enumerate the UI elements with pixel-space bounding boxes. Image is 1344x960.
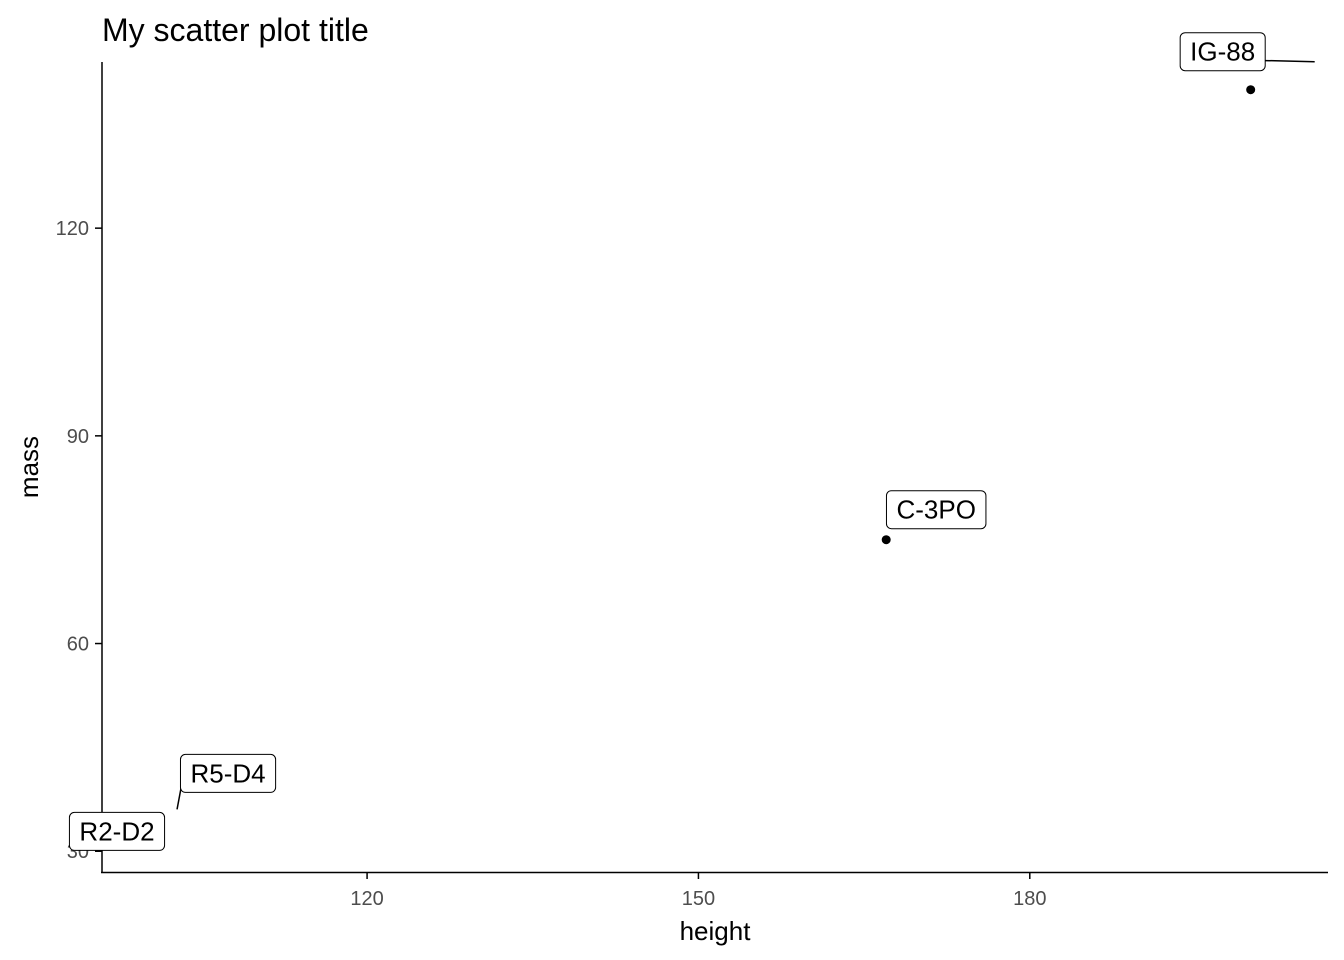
point-label-box: [179, 753, 277, 793]
point-label: R2-D2: [68, 811, 166, 851]
labels-layer: R2-D2 R5-D4 C-3PO IG-88: [68, 32, 1315, 851]
point-label: C-3PO: [885, 490, 987, 530]
point-label-text: R2-D2: [79, 816, 154, 846]
x-tick-label: 150: [682, 888, 715, 910]
chart-title: My scatter plot title: [102, 12, 369, 48]
y-axis-title: mass: [14, 436, 44, 498]
x-tick-label: 120: [350, 888, 383, 910]
point-label-text: R5-D4: [190, 758, 265, 788]
data-point: [1246, 85, 1256, 95]
point-label-box: [68, 811, 166, 851]
point-label-text: IG-88: [1190, 37, 1255, 67]
point-label-text: C-3PO: [896, 495, 975, 525]
point-label-box: [885, 490, 987, 530]
y-tick-label: 60: [67, 634, 89, 656]
axes: [101, 62, 1328, 874]
x-axis-title: height: [680, 916, 752, 946]
points-layer: [97, 85, 1256, 842]
x-tick-label: 180: [1013, 888, 1046, 910]
point-label: IG-88: [1179, 32, 1266, 72]
data-point: [881, 535, 891, 545]
x-ticks: 120 150 180: [350, 872, 1046, 910]
y-tick-label: 120: [56, 218, 89, 240]
point-label: R5-D4: [179, 753, 277, 793]
point-label-box: [1179, 32, 1266, 72]
y-tick-label: 90: [67, 426, 89, 448]
